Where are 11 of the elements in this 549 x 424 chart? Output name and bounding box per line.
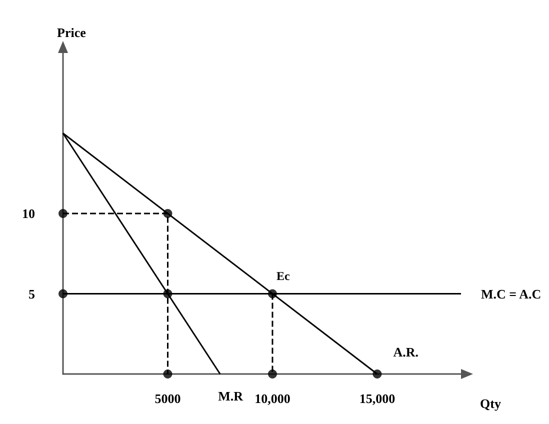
y-tick-label: 5 [28,286,36,302]
y-tick-label: 10 [22,206,35,221]
series-label: A.R. [393,344,418,360]
x-axis-title: Qty [480,396,502,411]
series-label: M.R [218,388,244,404]
x-tick-label: 5000 [154,391,181,406]
y-axis-title: Price [57,25,86,40]
annotation: Ec [276,268,290,283]
x-tick-label: 15,000 [359,391,396,406]
x-tick-label: 10,000 [254,391,290,406]
series-label: M.C = A.C [481,286,542,302]
